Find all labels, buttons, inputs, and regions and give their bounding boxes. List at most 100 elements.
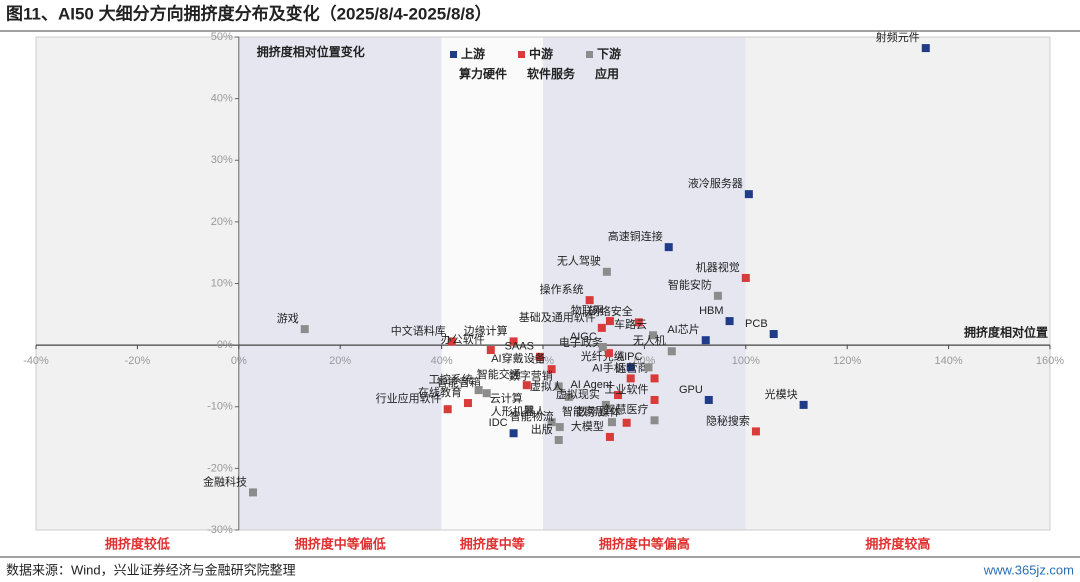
point: [605, 432, 614, 441]
point-label: 在线教育: [418, 385, 462, 399]
point-label: 操作系统: [540, 282, 584, 296]
legend-swatch: [450, 51, 457, 58]
point: [751, 427, 760, 436]
point-label: 虚拟现实: [556, 387, 600, 401]
point-label: 智慧医疗: [605, 402, 649, 416]
legend-swatch: [518, 51, 525, 58]
point-label: AI Agent: [570, 379, 612, 391]
point: [601, 400, 610, 409]
point: [626, 374, 635, 383]
zone-band: [441, 37, 543, 530]
point-label: GPU: [679, 384, 703, 396]
point-label: 智能交通: [477, 367, 521, 381]
zone-band: [36, 37, 239, 530]
x-tick-label: 160%: [1036, 355, 1064, 367]
x-tick-label: -20%: [125, 355, 151, 367]
point: [769, 330, 778, 339]
point-label: 智能物流: [510, 409, 554, 423]
point: [482, 389, 491, 398]
point-label: 人形机器人: [491, 404, 546, 418]
point: [474, 386, 483, 395]
point-label: 智能安防: [668, 278, 712, 292]
point: [701, 336, 710, 345]
point-label: 无人驾驶: [557, 254, 601, 268]
point: [650, 374, 659, 383]
point-label: 机器视觉: [696, 260, 740, 274]
y-tick-label: 10%: [211, 277, 233, 289]
point: [744, 190, 753, 199]
point: [626, 363, 635, 372]
point-label: 光纤光缆: [581, 349, 625, 363]
point-label: 高速铜连接: [608, 229, 663, 243]
x-axis-label: 拥挤度相对位置: [964, 324, 1048, 339]
legend-label: 上游: [461, 46, 485, 61]
zone-label: 拥挤度中等偏高: [599, 536, 690, 551]
point: [509, 337, 518, 346]
point: [597, 323, 606, 332]
chart-title: 图11、AI50 大细分方向拥挤度分布及变化（2025/8/4-2025/8/8…: [6, 3, 492, 23]
point-label: 边缘计算: [464, 323, 508, 337]
point-label: 办公软件: [441, 332, 485, 346]
point-label: 电子政务: [559, 335, 603, 349]
point-label: AIPC: [617, 351, 643, 363]
point: [547, 418, 556, 427]
y-tick-label: 40%: [211, 93, 233, 105]
zone-band: [745, 37, 1050, 530]
point-label: 射频元件: [876, 30, 920, 44]
legend-label: 下游: [597, 46, 621, 61]
point-label: 物联网: [571, 303, 604, 317]
point-label: 游戏: [277, 312, 299, 325]
point: [604, 349, 613, 358]
watermark: www.365jz.com: [983, 562, 1074, 577]
point-label: 隐秘搜索: [706, 413, 750, 427]
point: [564, 392, 573, 401]
point: [607, 418, 616, 427]
point: [664, 243, 673, 252]
point: [650, 416, 659, 425]
point: [524, 405, 533, 414]
point-label: 车路云: [614, 317, 647, 331]
y-tick-label: 20%: [211, 216, 233, 228]
point: [644, 363, 653, 372]
point-label: 运营商: [616, 360, 649, 374]
point: [799, 400, 808, 409]
point: [713, 291, 722, 300]
point-label: 光模块: [765, 387, 798, 401]
point: [535, 352, 544, 361]
point-label: AI穿戴设备: [491, 351, 545, 365]
legend-swatch: [586, 51, 593, 58]
point: [725, 317, 734, 326]
point-label: AIGC: [570, 331, 597, 343]
point-label: IDC: [489, 417, 508, 429]
point: [585, 296, 594, 305]
x-tick-label: 20%: [329, 355, 351, 367]
point-label: 大模型: [571, 419, 604, 433]
point: [554, 436, 563, 445]
zone-label: 拥挤度较低: [105, 536, 170, 551]
y-tick-label: 30%: [211, 154, 233, 166]
y-tick-label: -10%: [207, 401, 233, 413]
point-label: 工业软件: [605, 382, 649, 396]
point: [622, 418, 631, 427]
zone-band: [238, 37, 442, 530]
point-label: PCB: [745, 318, 768, 330]
point-label: 无人机: [633, 333, 666, 347]
point: [650, 395, 659, 404]
point: [509, 429, 518, 438]
point-label: 智能家居: [562, 404, 606, 418]
zone-label: 拥挤度中等: [460, 536, 525, 551]
y-tick-label: 50%: [211, 31, 233, 43]
point: [634, 318, 643, 327]
x-tick-label: 100%: [732, 355, 760, 367]
point-label: 虚拟人: [530, 379, 563, 393]
x-tick-label: 40%: [431, 355, 453, 367]
point: [248, 488, 257, 497]
point: [486, 346, 495, 355]
point: [555, 423, 564, 432]
point: [522, 381, 531, 390]
point-label: 工控系统: [429, 372, 473, 386]
point-label: 出版: [531, 422, 553, 436]
source-note: 数据来源：Wind，兴业证券经济与金融研究院整理: [6, 562, 296, 577]
point: [300, 325, 309, 334]
